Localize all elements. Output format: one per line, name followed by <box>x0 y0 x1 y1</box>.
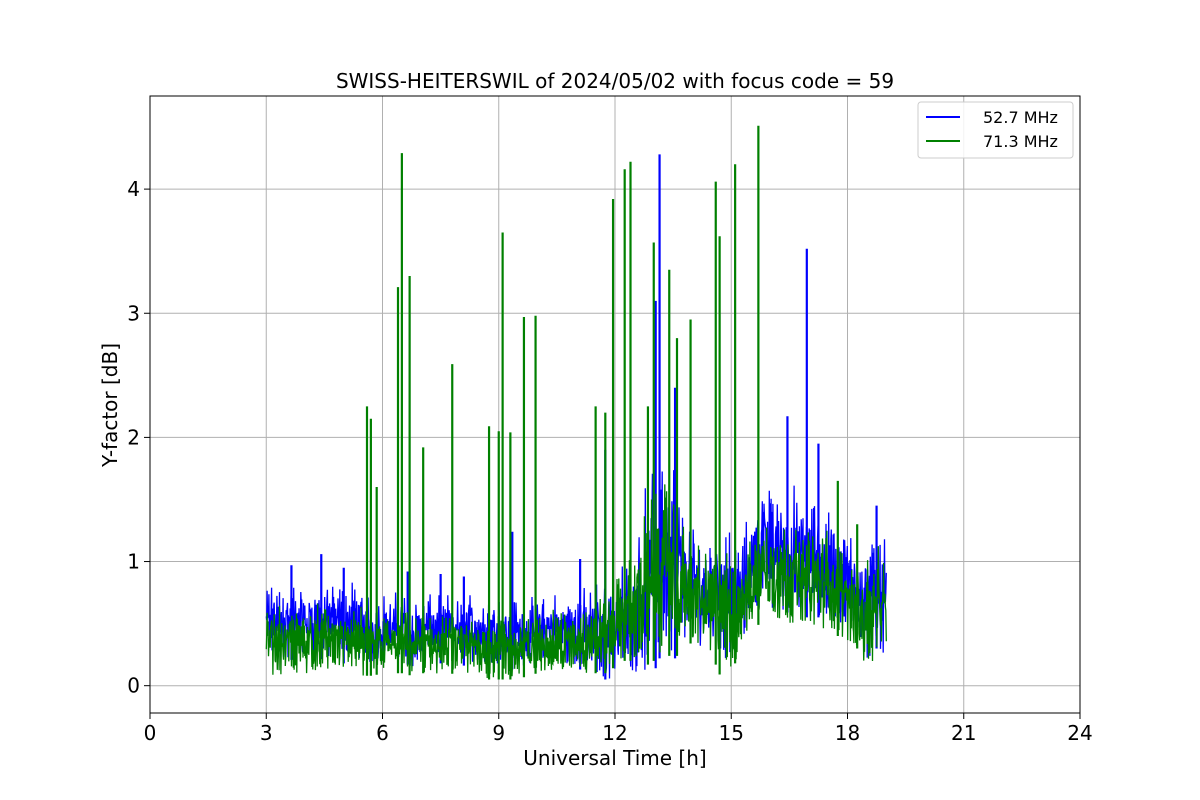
chart-title: SWISS-HEITERSWIL of 2024/05/02 with focu… <box>336 69 894 93</box>
y-axis: 0 1 2 3 4 <box>127 177 150 698</box>
x-tick-label: 24 <box>1067 721 1092 745</box>
y-tick-label: 4 <box>127 177 140 201</box>
legend: 52.7 MHz 71.3 MHz <box>917 101 1074 159</box>
y-axis-label: Y-factor [dB] <box>98 343 122 468</box>
x-tick-label: 18 <box>835 721 860 745</box>
y-tick-label: 0 <box>127 674 140 698</box>
legend-label-52-7: 52.7 MHz <box>983 108 1058 127</box>
x-tick-label: 6 <box>376 721 389 745</box>
x-axis: 0 3 6 9 12 15 18 21 24 <box>144 713 1093 745</box>
y-tick-label: 2 <box>127 425 140 449</box>
x-tick-label: 15 <box>719 721 744 745</box>
x-axis-label: Universal Time [h] <box>523 746 706 770</box>
x-tick-label: 21 <box>951 721 976 745</box>
legend-label-71-3: 71.3 MHz <box>983 132 1058 151</box>
x-tick-label: 9 <box>492 721 505 745</box>
series-line <box>265 484 887 679</box>
x-tick-label: 0 <box>144 721 157 745</box>
y-tick-label: 1 <box>127 550 140 574</box>
y-tick-label: 3 <box>127 301 140 325</box>
x-tick-label: 3 <box>260 721 273 745</box>
plot-area <box>265 125 887 680</box>
x-tick-label: 12 <box>602 721 627 745</box>
